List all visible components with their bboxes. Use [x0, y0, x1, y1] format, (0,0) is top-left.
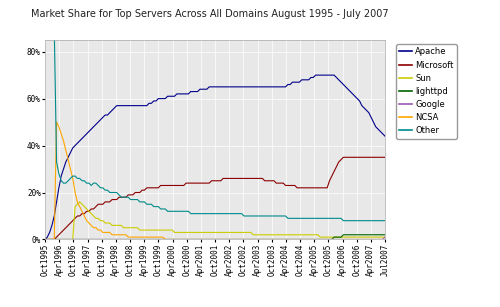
Other	[211, 212, 217, 216]
Apache	[107, 111, 113, 115]
Other	[250, 214, 256, 218]
Line: Google: Google	[45, 237, 385, 239]
Apache	[204, 87, 210, 91]
Other	[65, 179, 71, 183]
Other	[382, 219, 388, 223]
Line: Apache: Apache	[45, 75, 385, 239]
Microsoft	[382, 155, 388, 159]
NCSA	[54, 120, 60, 124]
lighttpd	[42, 238, 48, 241]
Google	[65, 238, 71, 241]
Other	[107, 191, 113, 194]
Apache	[312, 73, 318, 77]
lighttpd	[65, 238, 71, 241]
Line: Other: Other	[45, 5, 385, 221]
Google	[282, 238, 288, 241]
Line: lighttpd: lighttpd	[45, 235, 385, 239]
Sun	[65, 238, 71, 241]
Text: Market Share for Top Servers Across All Domains August 1995 - July 2007: Market Share for Top Servers Across All …	[31, 9, 389, 19]
Microsoft	[340, 155, 346, 159]
lighttpd	[282, 238, 288, 241]
lighttpd	[107, 238, 113, 241]
Microsoft	[65, 223, 71, 227]
Sun	[109, 223, 115, 227]
NCSA	[206, 238, 212, 241]
lighttpd	[204, 238, 210, 241]
Apache	[250, 85, 256, 89]
Apache	[382, 134, 388, 138]
Google	[204, 238, 210, 241]
Line: Sun: Sun	[45, 202, 385, 239]
Google	[42, 238, 48, 241]
Legend: Apache, Microsoft, Sun, lighttpd, Google, NCSA, Other: Apache, Microsoft, Sun, lighttpd, Google…	[396, 44, 457, 139]
lighttpd	[382, 233, 388, 237]
NCSA	[68, 167, 73, 171]
NCSA	[252, 238, 258, 241]
Other	[42, 3, 48, 6]
Apache	[211, 85, 217, 89]
Google	[107, 238, 113, 241]
Microsoft	[282, 184, 288, 187]
lighttpd	[211, 238, 217, 241]
Microsoft	[250, 177, 256, 180]
Sun	[252, 233, 258, 237]
Apache	[42, 238, 48, 241]
Google	[211, 238, 217, 241]
Sun	[76, 200, 82, 204]
Sun	[42, 238, 48, 241]
Sun	[206, 231, 212, 234]
NCSA	[213, 238, 219, 241]
Sun	[285, 233, 291, 237]
NCSA	[42, 238, 48, 241]
NCSA	[382, 238, 388, 241]
Google	[250, 238, 256, 241]
Other	[282, 214, 288, 218]
Sun	[213, 231, 219, 234]
Microsoft	[211, 179, 217, 183]
Other	[204, 212, 210, 216]
Google	[382, 235, 388, 239]
lighttpd	[340, 233, 346, 237]
Line: NCSA: NCSA	[45, 122, 385, 239]
Microsoft	[42, 238, 48, 241]
Microsoft	[107, 200, 113, 204]
Apache	[282, 85, 288, 89]
Sun	[382, 235, 388, 239]
NCSA	[285, 238, 291, 241]
Other	[340, 219, 346, 223]
lighttpd	[250, 238, 256, 241]
NCSA	[109, 233, 115, 237]
Apache	[65, 155, 71, 159]
Line: Microsoft: Microsoft	[45, 157, 385, 239]
Microsoft	[204, 181, 210, 185]
